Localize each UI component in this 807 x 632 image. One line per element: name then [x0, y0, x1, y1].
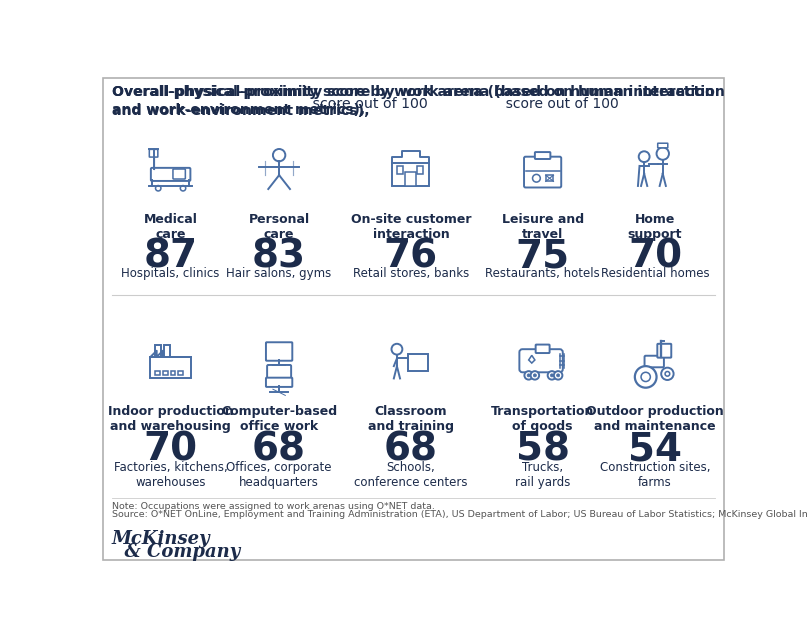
Text: Factories, kitchens,
warehouses: Factories, kitchens, warehouses — [114, 461, 228, 489]
Circle shape — [635, 366, 657, 387]
FancyBboxPatch shape — [151, 168, 190, 181]
Text: Schools,
conference centers: Schools, conference centers — [354, 461, 467, 489]
Bar — [408, 354, 428, 371]
Circle shape — [180, 186, 186, 191]
Text: 70: 70 — [144, 430, 198, 468]
Text: Personal
care: Personal care — [249, 213, 310, 241]
Text: Transportation
of goods: Transportation of goods — [491, 405, 594, 434]
Circle shape — [531, 371, 539, 380]
Text: Retail stores, banks: Retail stores, banks — [353, 267, 469, 280]
Bar — [155, 344, 161, 357]
Text: Home
support: Home support — [628, 213, 682, 241]
Text: Offices, corporate
headquarters: Offices, corporate headquarters — [227, 461, 332, 489]
Circle shape — [533, 374, 537, 377]
FancyBboxPatch shape — [645, 356, 664, 367]
FancyBboxPatch shape — [173, 169, 186, 179]
Circle shape — [665, 372, 670, 376]
Circle shape — [557, 374, 560, 377]
Text: Source: O*NET OnLine, Employment and Training Administration (ETA), US Departmen: Source: O*NET OnLine, Employment and Tra… — [111, 510, 807, 519]
Text: Medical
care: Medical care — [144, 213, 198, 241]
FancyBboxPatch shape — [658, 143, 667, 148]
Circle shape — [641, 372, 650, 382]
Text: Leisure and
travel: Leisure and travel — [502, 213, 583, 241]
FancyBboxPatch shape — [103, 78, 724, 560]
Circle shape — [638, 151, 650, 162]
Circle shape — [657, 147, 669, 160]
Text: 68: 68 — [252, 430, 306, 468]
FancyBboxPatch shape — [266, 378, 292, 387]
Text: Residential homes: Residential homes — [600, 267, 709, 280]
FancyBboxPatch shape — [520, 349, 562, 372]
Text: Restaurants, hotels: Restaurants, hotels — [485, 267, 600, 280]
Bar — [392, 163, 429, 186]
Text: Trucks,
rail yards: Trucks, rail yards — [515, 461, 571, 489]
FancyBboxPatch shape — [658, 344, 671, 358]
Text: Indoor production
and warehousing: Indoor production and warehousing — [108, 405, 233, 434]
Circle shape — [527, 374, 530, 377]
Text: 75: 75 — [516, 238, 570, 276]
Text: 83: 83 — [252, 238, 306, 276]
Text: 58: 58 — [516, 430, 570, 468]
Circle shape — [533, 174, 541, 182]
Text: Classroom
and training: Classroom and training — [368, 405, 454, 434]
Bar — [417, 166, 424, 174]
Text: Hospitals, clinics: Hospitals, clinics — [121, 267, 220, 280]
Bar — [150, 357, 190, 379]
Circle shape — [548, 371, 556, 380]
Bar — [170, 371, 175, 375]
Circle shape — [550, 374, 554, 377]
Circle shape — [391, 344, 403, 355]
Text: 68: 68 — [384, 430, 438, 468]
Circle shape — [554, 371, 562, 380]
Text: Outdoor production
and maintenance: Outdoor production and maintenance — [586, 405, 724, 434]
Text: 87: 87 — [144, 238, 198, 276]
Text: 54: 54 — [628, 430, 682, 468]
Text: Computer-based
office work: Computer-based office work — [221, 405, 337, 434]
Text: 70: 70 — [628, 238, 682, 276]
Bar — [155, 371, 160, 375]
FancyBboxPatch shape — [149, 149, 158, 157]
Text: Overall-physical-proximity score by work arena (based on human interaction
and w: Overall-physical-proximity score by work… — [111, 85, 714, 118]
Bar — [405, 172, 416, 186]
Text: score out of 100: score out of 100 — [307, 97, 428, 111]
FancyBboxPatch shape — [267, 365, 291, 381]
Bar — [178, 371, 183, 375]
Text: Construction sites,
farms: Construction sites, farms — [600, 461, 710, 489]
Circle shape — [156, 186, 161, 191]
Bar — [546, 175, 554, 181]
Text: 76: 76 — [384, 238, 438, 276]
Text: Note: Occupations were assigned to work arenas using O*NET data.: Note: Occupations were assigned to work … — [111, 502, 435, 511]
Circle shape — [525, 371, 533, 380]
FancyBboxPatch shape — [536, 344, 550, 353]
Bar — [165, 344, 169, 357]
Bar — [397, 166, 404, 174]
Text: McKinsey: McKinsey — [111, 530, 211, 548]
FancyBboxPatch shape — [266, 343, 292, 361]
FancyBboxPatch shape — [535, 152, 550, 159]
Circle shape — [273, 149, 286, 161]
Text: score out of 100: score out of 100 — [111, 97, 618, 111]
Text: & Company: & Company — [111, 544, 240, 561]
Text: On-site customer
interaction: On-site customer interaction — [350, 213, 471, 241]
Text: Hair salons, gyms: Hair salons, gyms — [227, 267, 332, 280]
FancyBboxPatch shape — [524, 157, 561, 188]
Text: Overall-physical-proximity score by work arena (based on human interaction
and w: Overall-physical-proximity score by work… — [111, 85, 725, 118]
Bar — [163, 371, 168, 375]
Circle shape — [661, 368, 674, 380]
